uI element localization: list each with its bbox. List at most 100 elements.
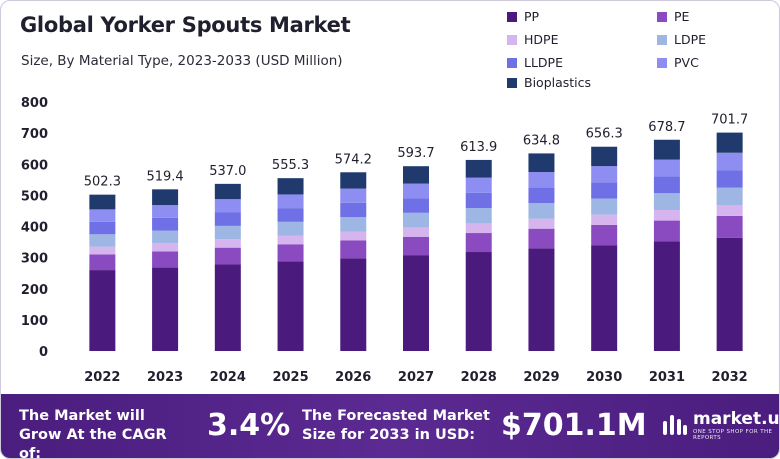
bar-segment <box>152 267 179 351</box>
y-tick-label: 500 <box>21 189 48 204</box>
bar-segment <box>340 217 367 232</box>
total-label: 613.9 <box>460 140 497 155</box>
x-tick-label: 2032 <box>712 370 748 385</box>
bar-segment <box>277 261 304 351</box>
x-tick-label: 2029 <box>523 370 559 385</box>
bar-segment <box>716 132 743 153</box>
bar-segment <box>591 214 618 225</box>
bar-segment <box>591 146 618 167</box>
legend-label: PE <box>674 9 690 24</box>
y-tick-label: 400 <box>21 221 48 236</box>
bar-segment <box>591 166 618 183</box>
bar-segment <box>89 221 116 235</box>
legend-item-hdpe: HDPE <box>507 32 558 47</box>
legend-swatch <box>507 12 517 22</box>
x-tick-label: 2022 <box>84 370 120 385</box>
footer-banner: The Market will Grow At the CAGR of: 3.4… <box>1 394 780 458</box>
x-tick-label: 2027 <box>398 370 434 385</box>
total-label: 701.7 <box>711 113 748 128</box>
y-tick-label: 600 <box>21 158 48 173</box>
bar-segment <box>716 170 743 188</box>
bar-segment <box>214 247 241 265</box>
x-tick-label: 2025 <box>272 370 308 385</box>
legend-item-pe: PE <box>657 9 689 24</box>
bar-segment <box>653 159 680 177</box>
bar-segment <box>403 166 429 184</box>
bar-segment <box>465 192 492 209</box>
bar-segment <box>465 208 492 224</box>
bar-segment <box>716 187 743 206</box>
forecast-value: $701.1M <box>501 408 647 443</box>
x-tick-label: 2023 <box>147 370 183 385</box>
legend-label: PP <box>524 9 540 24</box>
legend-label: LDPE <box>674 32 707 47</box>
legend-label: HDPE <box>524 32 559 47</box>
legend-swatch <box>507 78 517 88</box>
bar-segment <box>716 237 743 351</box>
legend-item-ldpe: LDPE <box>657 32 706 47</box>
legend-swatch <box>507 35 517 45</box>
bar-segment <box>528 172 555 188</box>
bar-segment <box>653 193 680 211</box>
bar-segment <box>277 208 304 222</box>
bar-segment <box>340 240 367 259</box>
bar-segment <box>528 218 555 229</box>
total-label: 502.3 <box>84 175 121 190</box>
bar-segment <box>152 189 179 206</box>
bar-segment <box>277 194 304 209</box>
bar-segment <box>465 223 492 234</box>
bar-segment <box>716 205 743 216</box>
total-label: 634.8 <box>523 133 560 148</box>
bar-segment <box>277 235 304 245</box>
brand-tagline: ONE STOP SHOP FOR THE REPORTS <box>693 429 773 441</box>
market-us-logo-icon <box>663 415 687 435</box>
legend-swatch <box>657 12 667 22</box>
legend-item-bioplastics: Bioplastics <box>507 75 591 90</box>
x-tick-label: 2028 <box>461 370 497 385</box>
brand-name: market.us <box>693 409 780 429</box>
legend-swatch <box>657 35 667 45</box>
bar-segment <box>591 245 618 351</box>
x-tick-label: 2030 <box>586 370 622 385</box>
bar-segment <box>152 243 179 252</box>
total-label: 678.7 <box>648 120 685 135</box>
total-label: 593.7 <box>397 146 434 161</box>
bar-segment <box>403 236 429 256</box>
bar-segment <box>340 231 367 241</box>
total-label: 574.2 <box>335 152 372 167</box>
legend-swatch <box>657 58 667 68</box>
bar-chart: 0 100 200 300 400 500 600 700 800 502.3 2022 519.4 2… <box>21 96 748 385</box>
bar-segment <box>89 209 116 222</box>
forecast-caption: The Forecasted Market Size for 2033 in U… <box>302 408 490 443</box>
y-tick-label: 800 <box>21 96 48 111</box>
bar-segment <box>653 176 680 194</box>
bar-segment <box>465 252 492 351</box>
y-tick-label: 100 <box>21 314 48 329</box>
y-tick-label: 700 <box>21 127 48 142</box>
bar-segment <box>653 241 680 351</box>
bar-segment <box>340 172 367 189</box>
bar-segment <box>528 187 555 204</box>
bar-segment <box>277 178 304 195</box>
legend-label: LLDPE <box>524 55 563 70</box>
bar-segment <box>591 182 618 199</box>
bar-segment <box>277 221 304 236</box>
bar-segment <box>152 251 179 268</box>
y-tick-label: 0 <box>39 345 48 360</box>
bar-segment <box>152 217 179 231</box>
bar-segment <box>528 153 555 173</box>
bar-segment <box>214 239 241 248</box>
legend-label: PVC <box>674 55 699 70</box>
bar-segment <box>465 159 492 178</box>
bar-segment <box>152 205 179 218</box>
bar-segment <box>89 194 116 210</box>
bar-segment <box>403 227 429 237</box>
bar-segment <box>403 212 429 228</box>
bar-segment <box>591 224 618 246</box>
bar-segment <box>89 270 116 351</box>
bar-segment <box>653 139 680 160</box>
bar-segment <box>591 198 618 215</box>
bar-segment <box>465 233 492 253</box>
bar-segment <box>152 230 179 244</box>
legend-label: Bioplastics <box>524 75 592 90</box>
